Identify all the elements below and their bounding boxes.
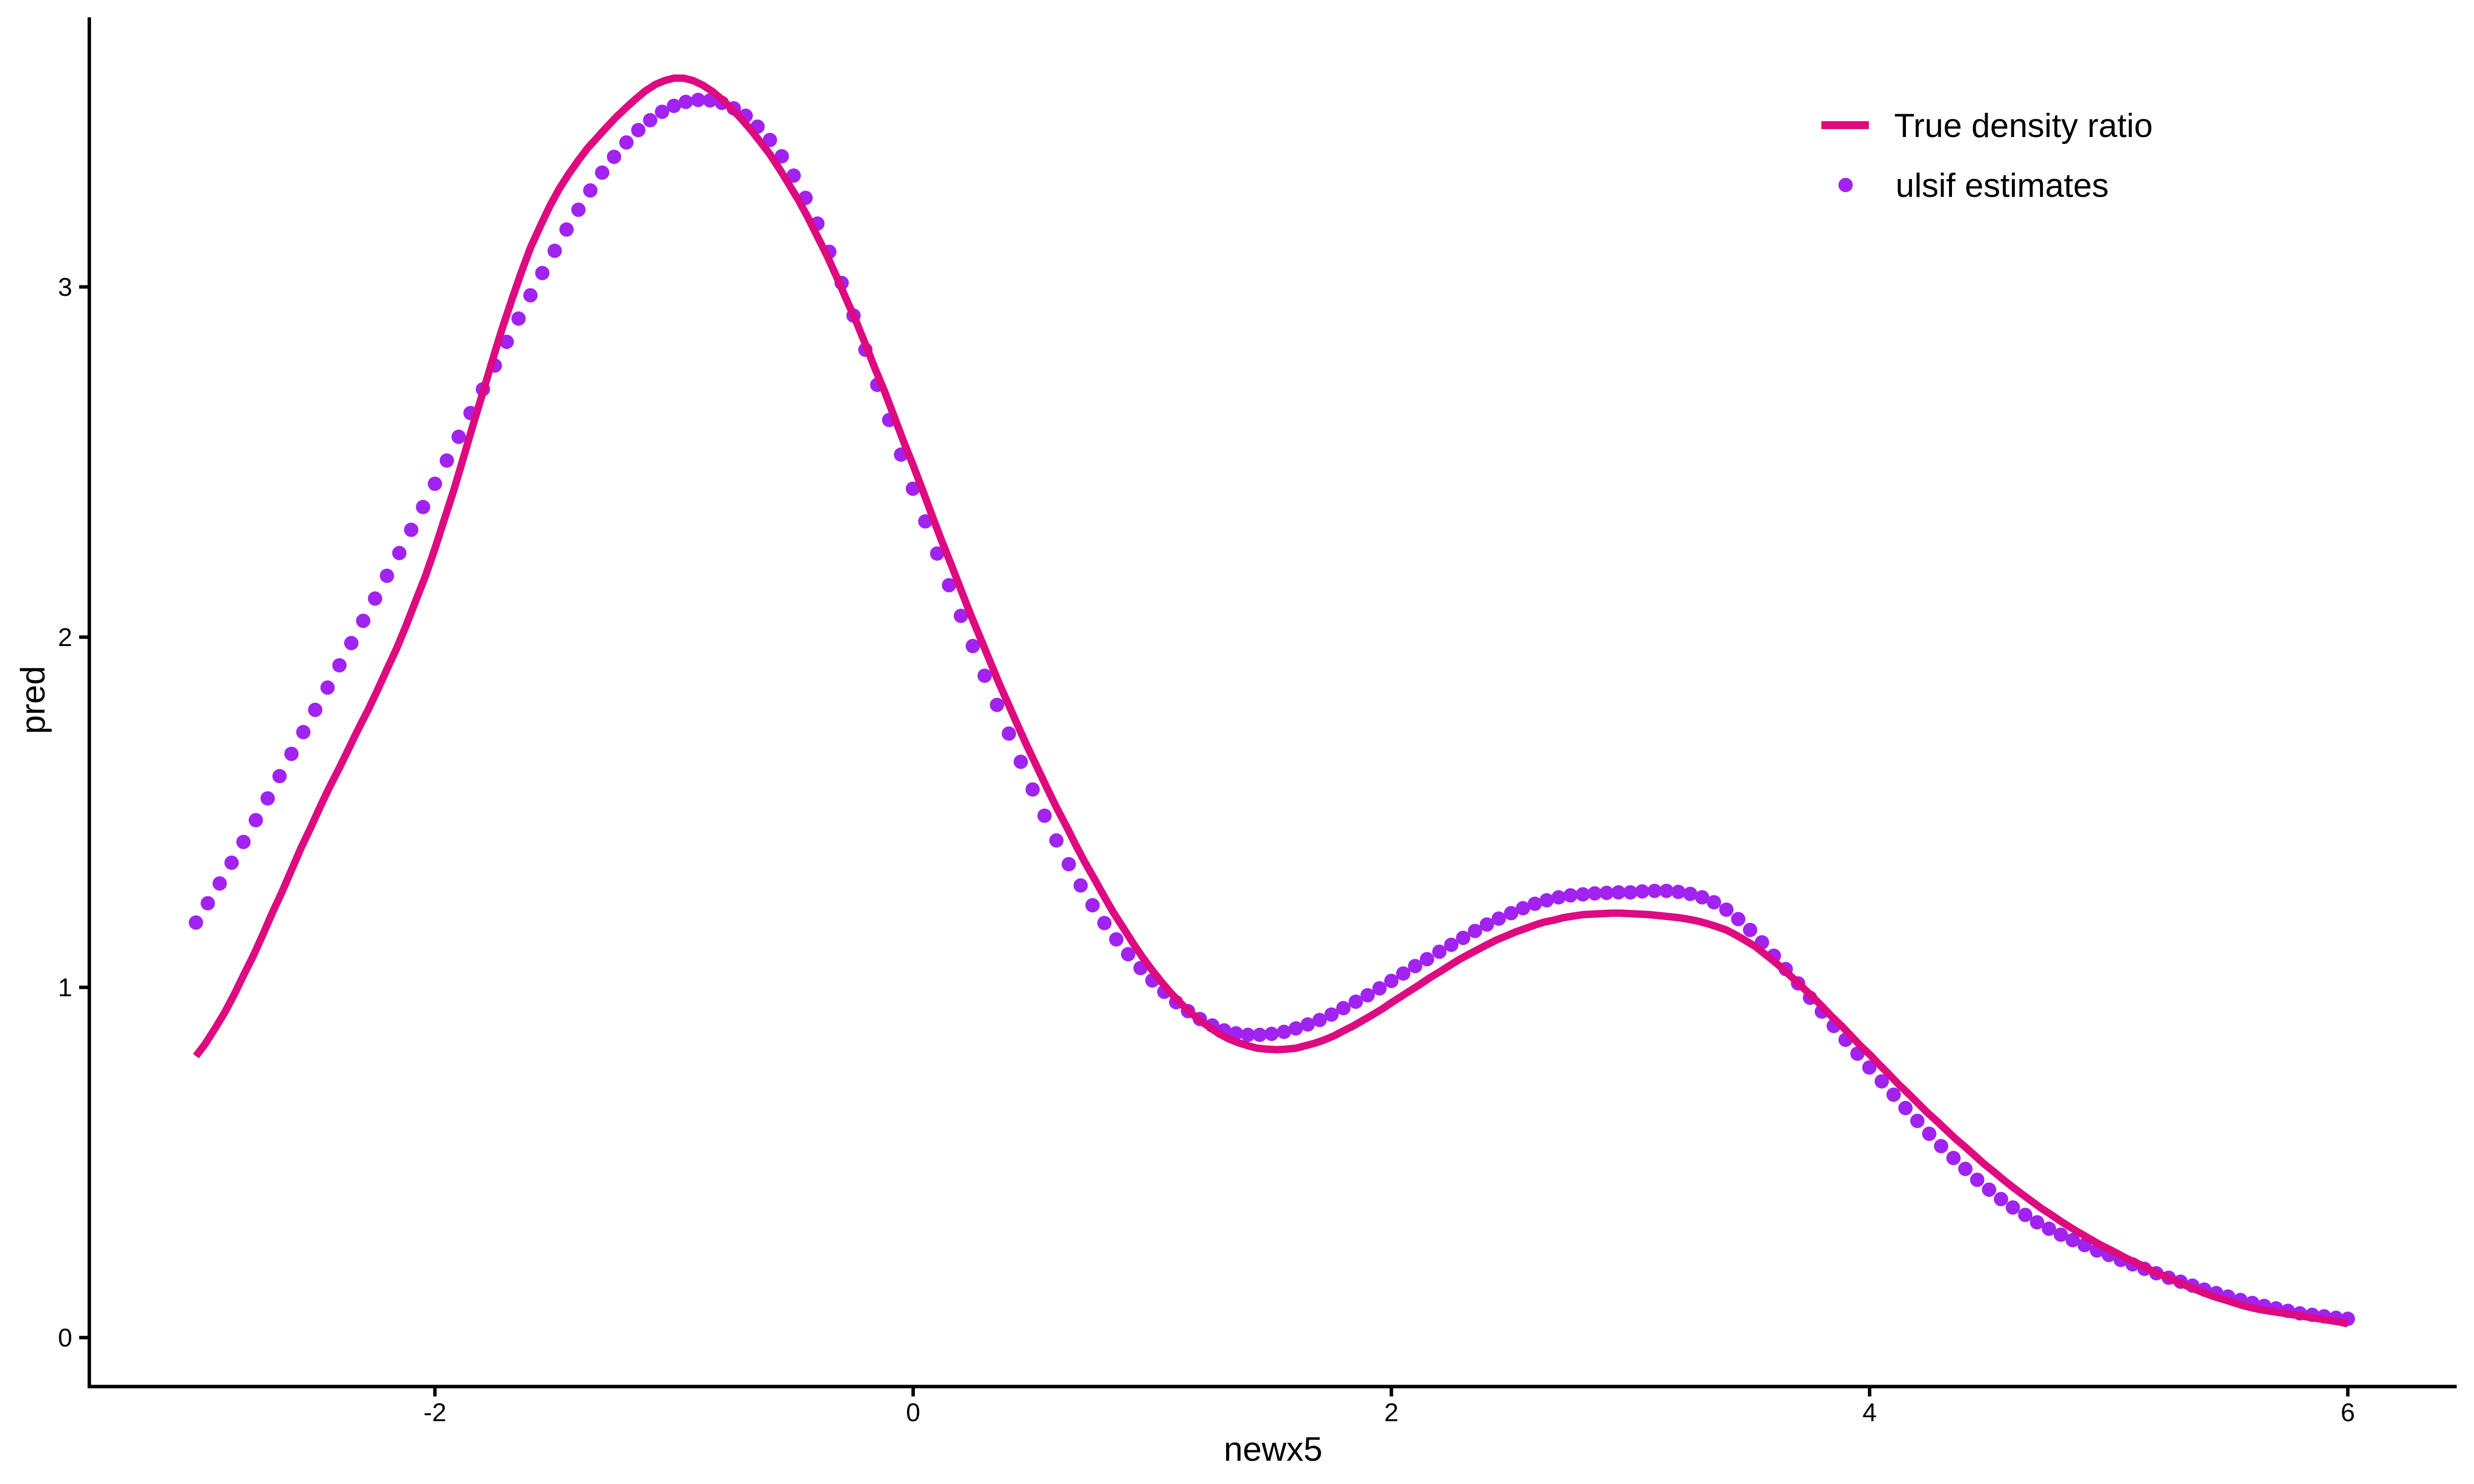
svg-text:0: 0 [906,1398,920,1427]
svg-text:newx5: newx5 [1224,1430,1322,1468]
svg-text:4: 4 [1862,1398,1877,1427]
svg-text:2: 2 [1384,1398,1399,1427]
svg-text:0: 0 [58,1324,72,1352]
svg-text:3: 3 [58,273,72,302]
svg-text:-2: -2 [424,1398,446,1427]
svg-text:2: 2 [58,623,72,652]
svg-text:ulsif estimates: ulsif estimates [1896,167,2109,204]
svg-text:6: 6 [2341,1398,2355,1427]
svg-text:pred: pred [14,666,52,734]
svg-text:1: 1 [58,974,72,1002]
svg-text:True density ratio: True density ratio [1894,107,2153,144]
